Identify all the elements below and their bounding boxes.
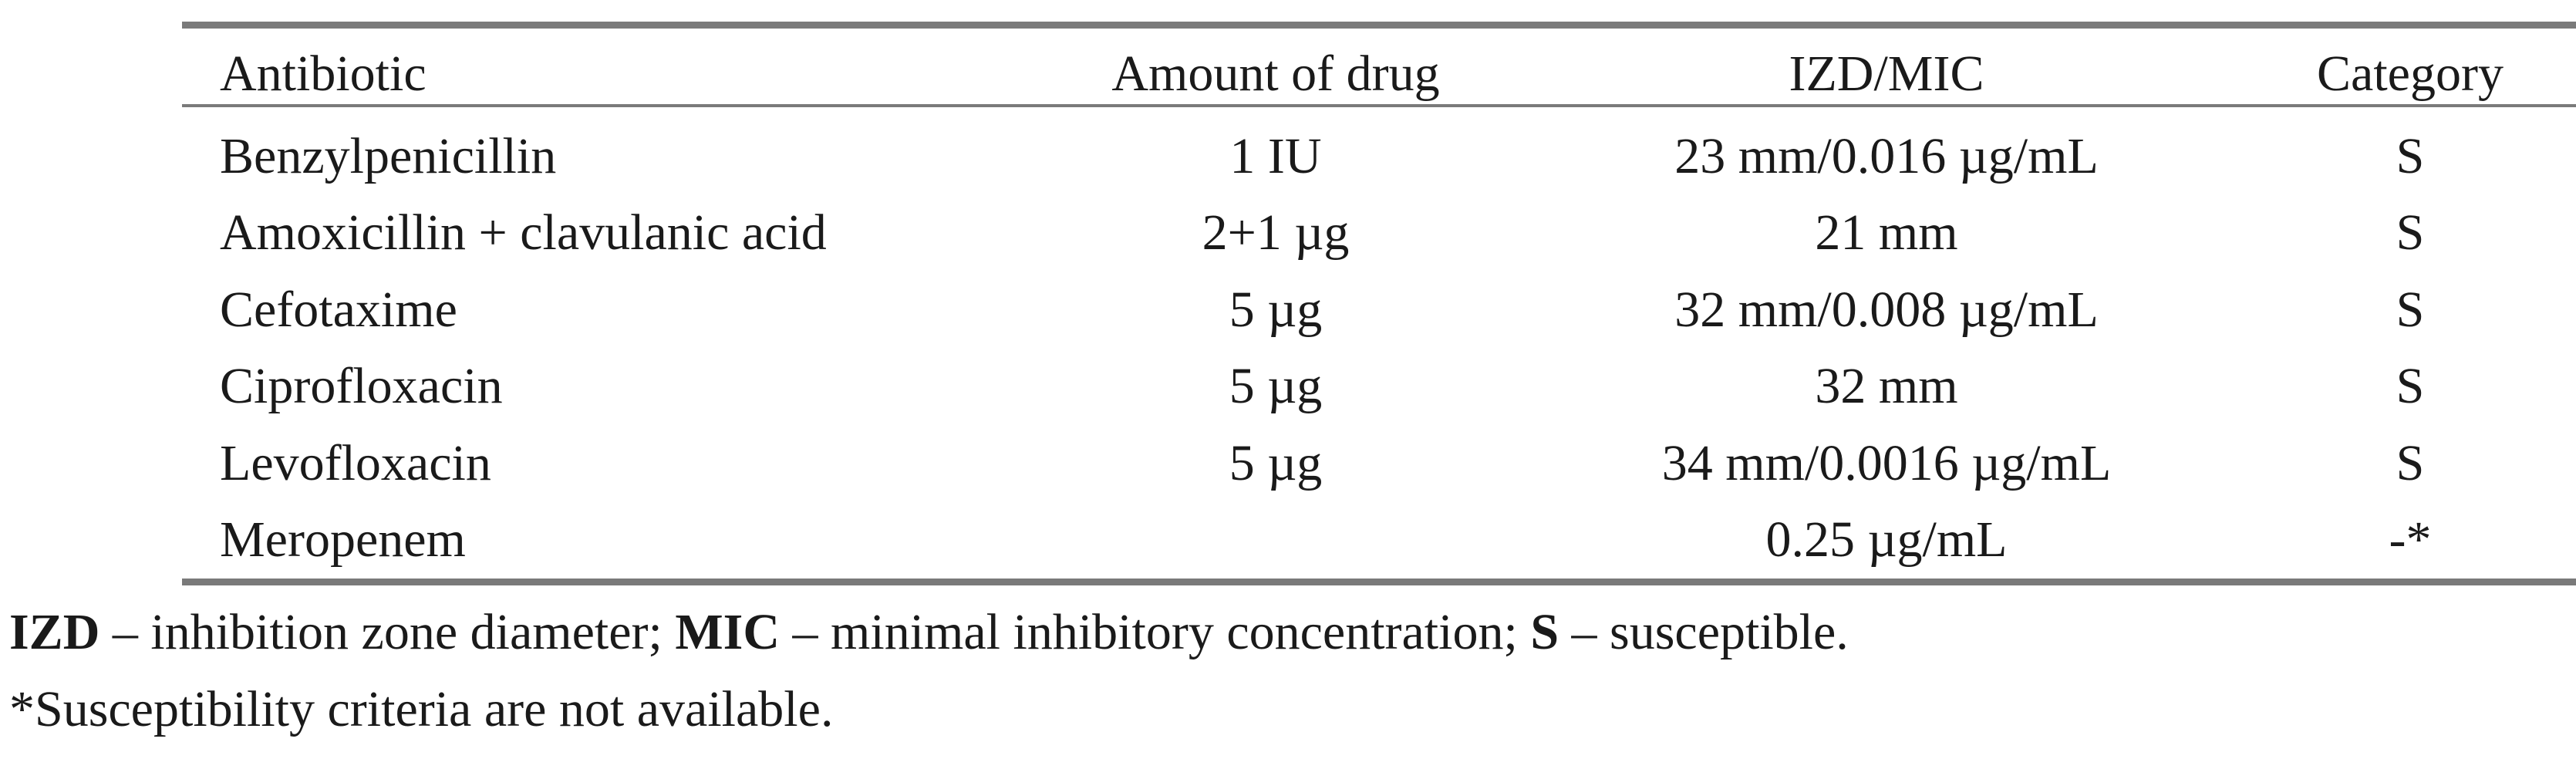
- table-cell: 2+1 µg: [1202, 204, 1350, 261]
- table-cell: S: [2396, 281, 2425, 338]
- table-cell: -*: [2389, 511, 2432, 568]
- table-cell: Cefotaxime: [220, 281, 457, 338]
- table-cell: Amoxicillin + clavulanic acid: [220, 204, 827, 261]
- footnote-definition: – minimal inhibitory concentration;: [792, 604, 1518, 660]
- bottom-rule: [182, 579, 2576, 585]
- table-cell: 32 mm: [1815, 358, 1958, 415]
- header-rule: [182, 104, 2576, 107]
- header-cell: Amount of drug: [1111, 46, 1440, 102]
- footnote-term: IZD: [9, 604, 100, 660]
- table-cell: Levofloxacin: [220, 434, 491, 491]
- table-cell: 1 IU: [1229, 128, 1322, 184]
- table-cell: 32 mm/0.008 µg/mL: [1674, 281, 2099, 338]
- footnote-definitions: IZD – inhibition zone diameter; MIC – mi…: [9, 594, 1849, 671]
- footnote-definition: – susceptible.: [1571, 604, 1849, 660]
- header-cell: Category: [2317, 46, 2504, 102]
- footnote-term: S: [1530, 604, 1559, 660]
- table-cell: 5 µg: [1229, 281, 1323, 338]
- header-cell: Antibiotic: [220, 46, 427, 102]
- table-cell: S: [2396, 434, 2425, 491]
- table-cell: 0.25 µg/mL: [1765, 511, 2008, 568]
- table-cell: 23 mm/0.016 µg/mL: [1674, 128, 2099, 184]
- footnote-note: *Susceptibility criteria are not availab…: [9, 681, 834, 737]
- top-rule: [182, 22, 2576, 29]
- table-cell: 34 mm/0.0016 µg/mL: [1661, 434, 2112, 491]
- table-cell: S: [2396, 358, 2425, 415]
- table-cell: S: [2396, 204, 2425, 261]
- footnote-term: MIC: [675, 604, 781, 660]
- table-cell: 5 µg: [1229, 358, 1323, 415]
- table-cell: Meropenem: [220, 511, 466, 568]
- table-cell: S: [2396, 128, 2425, 184]
- table-cell: 5 µg: [1229, 434, 1323, 491]
- footnote-definition: – inhibition zone diameter;: [112, 604, 663, 660]
- header-cell: IZD/MIC: [1789, 46, 1984, 102]
- table-cell: Benzylpenicillin: [220, 128, 557, 184]
- table-cell: 21 mm: [1815, 204, 1958, 261]
- table-cell: Ciprofloxacin: [220, 358, 503, 415]
